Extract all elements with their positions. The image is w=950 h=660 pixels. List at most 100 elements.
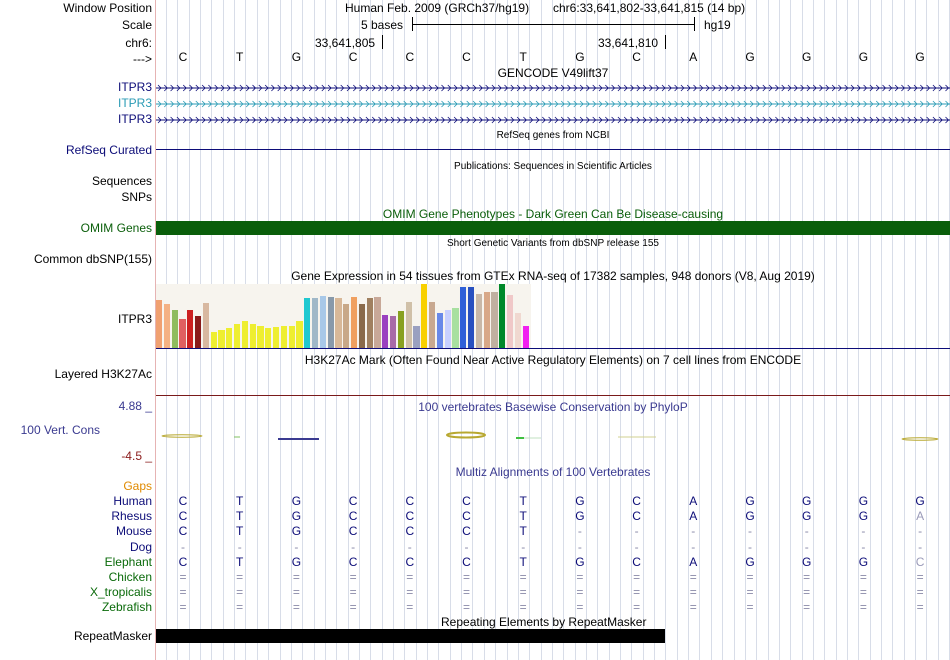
gtex-tissue-bar[interactable] xyxy=(296,321,303,348)
omim-gene-bar[interactable] xyxy=(156,221,950,235)
alignment-base: G xyxy=(291,524,302,539)
gtex-tissue-bar[interactable] xyxy=(468,287,475,348)
alignment-base: - xyxy=(804,539,809,554)
alignment-base: = xyxy=(406,570,414,584)
h3k27ac-title[interactable]: H3K27Ac Mark (Often Found Near Active Re… xyxy=(304,353,802,367)
alignment-base: - xyxy=(577,539,582,554)
gtex-tissue-bar[interactable] xyxy=(273,327,280,348)
publications-title[interactable]: Publications: Sequences in Scientific Ar… xyxy=(454,161,652,172)
gtex-tissue-bar[interactable] xyxy=(413,326,420,348)
species-label[interactable]: Chicken xyxy=(108,570,152,584)
gtex-tissue-bar[interactable] xyxy=(382,315,389,348)
species-label[interactable]: Elephant xyxy=(104,554,152,569)
gtex-tissue-bar[interactable] xyxy=(156,300,163,348)
gtex-tissue-bar[interactable] xyxy=(327,297,334,348)
gtex-tissue-bar[interactable] xyxy=(179,319,186,348)
grid-line xyxy=(722,0,724,660)
gtex-tissue-bar[interactable] xyxy=(374,297,381,348)
alignment-base: = xyxy=(916,570,924,584)
gencode-track-label-3[interactable]: ITPR3 xyxy=(117,112,152,126)
gtex-tissue-bar[interactable] xyxy=(405,302,412,348)
dbsnp-track-label[interactable]: Common dbSNP(155) xyxy=(33,252,152,266)
gtex-tissue-bar[interactable] xyxy=(249,324,256,348)
refseq-gene-line[interactable] xyxy=(156,149,950,150)
gtex-tissue-bar[interactable] xyxy=(195,316,202,348)
alignment-base: = xyxy=(859,585,867,600)
species-label[interactable]: Zebrafish xyxy=(101,600,152,615)
phylop-title[interactable]: 100 vertebrates Basewise Conservation by… xyxy=(418,400,688,414)
gtex-tissue-bar[interactable] xyxy=(288,326,295,348)
gtex-tissue-bar[interactable] xyxy=(218,330,225,348)
gtex-tissue-bar[interactable] xyxy=(475,294,483,348)
h3k27ac-signal-line[interactable] xyxy=(156,395,950,396)
alignment-base: = xyxy=(462,600,470,615)
gtex-tissue-bar[interactable] xyxy=(343,304,350,348)
phylop-track-label[interactable]: 100 Vert. Cons xyxy=(20,423,100,437)
omim-title[interactable]: OMIM Gene Phenotypes - Dark Green Can Be… xyxy=(382,207,724,221)
label-separator xyxy=(155,0,156,660)
gtex-tissue-bar[interactable] xyxy=(421,284,428,348)
gencode-title[interactable]: GENCODE V49lift37 xyxy=(497,66,609,80)
species-label[interactable]: Mouse xyxy=(115,524,152,539)
grid-line xyxy=(688,0,690,660)
repeatmasker-element[interactable] xyxy=(156,629,665,643)
gtex-tissue-bar[interactable] xyxy=(390,316,397,348)
alignment-base: C xyxy=(405,524,415,539)
gtex-tissue-bar[interactable] xyxy=(202,303,210,348)
gtex-tissue-bar[interactable] xyxy=(335,298,342,348)
gtex-tissue-bar[interactable] xyxy=(241,321,249,348)
gtex-tissue-bar[interactable] xyxy=(436,313,444,348)
species-label[interactable]: Dog xyxy=(129,539,152,554)
species-label[interactable]: Human xyxy=(113,494,152,508)
gtex-tissue-bar[interactable] xyxy=(171,310,178,348)
gtex-tissue-bar[interactable] xyxy=(491,292,498,348)
gtex-tissue-bar[interactable] xyxy=(319,296,327,348)
gtex-tissue-bar[interactable] xyxy=(280,326,288,348)
gtex-tissue-bar[interactable] xyxy=(514,313,522,348)
alignment-base: T xyxy=(236,554,244,569)
repeatmasker-track-label[interactable]: RepeatMasker xyxy=(73,629,152,643)
gtex-tissue-bar[interactable] xyxy=(257,326,264,348)
omim-track-label[interactable]: OMIM Genes xyxy=(80,221,152,235)
gtex-tissue-bar[interactable] xyxy=(507,295,514,348)
gtex-tissue-bar[interactable] xyxy=(163,304,171,348)
grid-line xyxy=(563,0,565,660)
gtex-tissue-bar[interactable] xyxy=(397,311,405,348)
repeatmasker-title[interactable]: Repeating Elements by RepeatMasker xyxy=(441,615,647,629)
gtex-tissue-bar[interactable] xyxy=(304,298,311,348)
gtex-tissue-bar[interactable] xyxy=(351,297,358,348)
gtex-tissue-bar[interactable] xyxy=(358,304,366,348)
grid-line xyxy=(915,0,917,660)
multiz-title[interactable]: Multiz Alignments of 100 Vertebrates xyxy=(455,465,651,479)
refseq-title[interactable]: RefSeq genes from NCBI xyxy=(496,130,610,141)
gtex-tissue-bar[interactable] xyxy=(210,332,217,348)
h3k27ac-track-label[interactable]: Layered H3K27Ac xyxy=(54,367,152,381)
gtex-tissue-bar[interactable] xyxy=(444,310,451,348)
gtex-tissue-bar[interactable] xyxy=(312,298,319,348)
gencode-track-label-1[interactable]: ITPR3 xyxy=(117,80,152,94)
gtex-tissue-bar[interactable] xyxy=(234,324,241,348)
snps-track-label[interactable]: SNPs xyxy=(121,190,152,204)
species-label[interactable]: Rhesus xyxy=(111,509,152,524)
phylop-wiggle[interactable] xyxy=(156,428,950,444)
gtex-tissue-bar[interactable] xyxy=(226,328,233,348)
gtex-title[interactable]: Gene Expression in 54 tissues from GTEx … xyxy=(291,269,815,283)
gtex-tissue-bar[interactable] xyxy=(187,310,194,348)
refseq-track-label[interactable]: RefSeq Curated xyxy=(65,143,152,157)
grid-line xyxy=(642,0,644,660)
dbsnp-title[interactable]: Short Genetic Variants from dbSNP releas… xyxy=(447,238,659,249)
gtex-track-label[interactable]: ITPR3 xyxy=(117,312,152,326)
gtex-tissue-bar[interactable] xyxy=(429,302,436,348)
gtex-tissue-bar[interactable] xyxy=(460,287,467,348)
gtex-tissue-bar[interactable] xyxy=(522,326,529,348)
species-label[interactable]: X_tropicalis xyxy=(89,585,152,600)
gtex-tissue-bar[interactable] xyxy=(265,328,272,348)
gtex-tissue-bar[interactable] xyxy=(483,292,490,348)
gtex-tissue-bar[interactable] xyxy=(452,308,459,348)
alignment-base: - xyxy=(691,524,696,539)
gtex-tissue-bar[interactable] xyxy=(499,284,506,348)
gtex-tissue-bar[interactable] xyxy=(366,298,373,348)
gencode-track-label-2[interactable]: ITPR3 xyxy=(117,96,152,110)
sequences-track-label[interactable]: Sequences xyxy=(91,174,152,188)
gencode-transcripts[interactable] xyxy=(156,81,950,127)
